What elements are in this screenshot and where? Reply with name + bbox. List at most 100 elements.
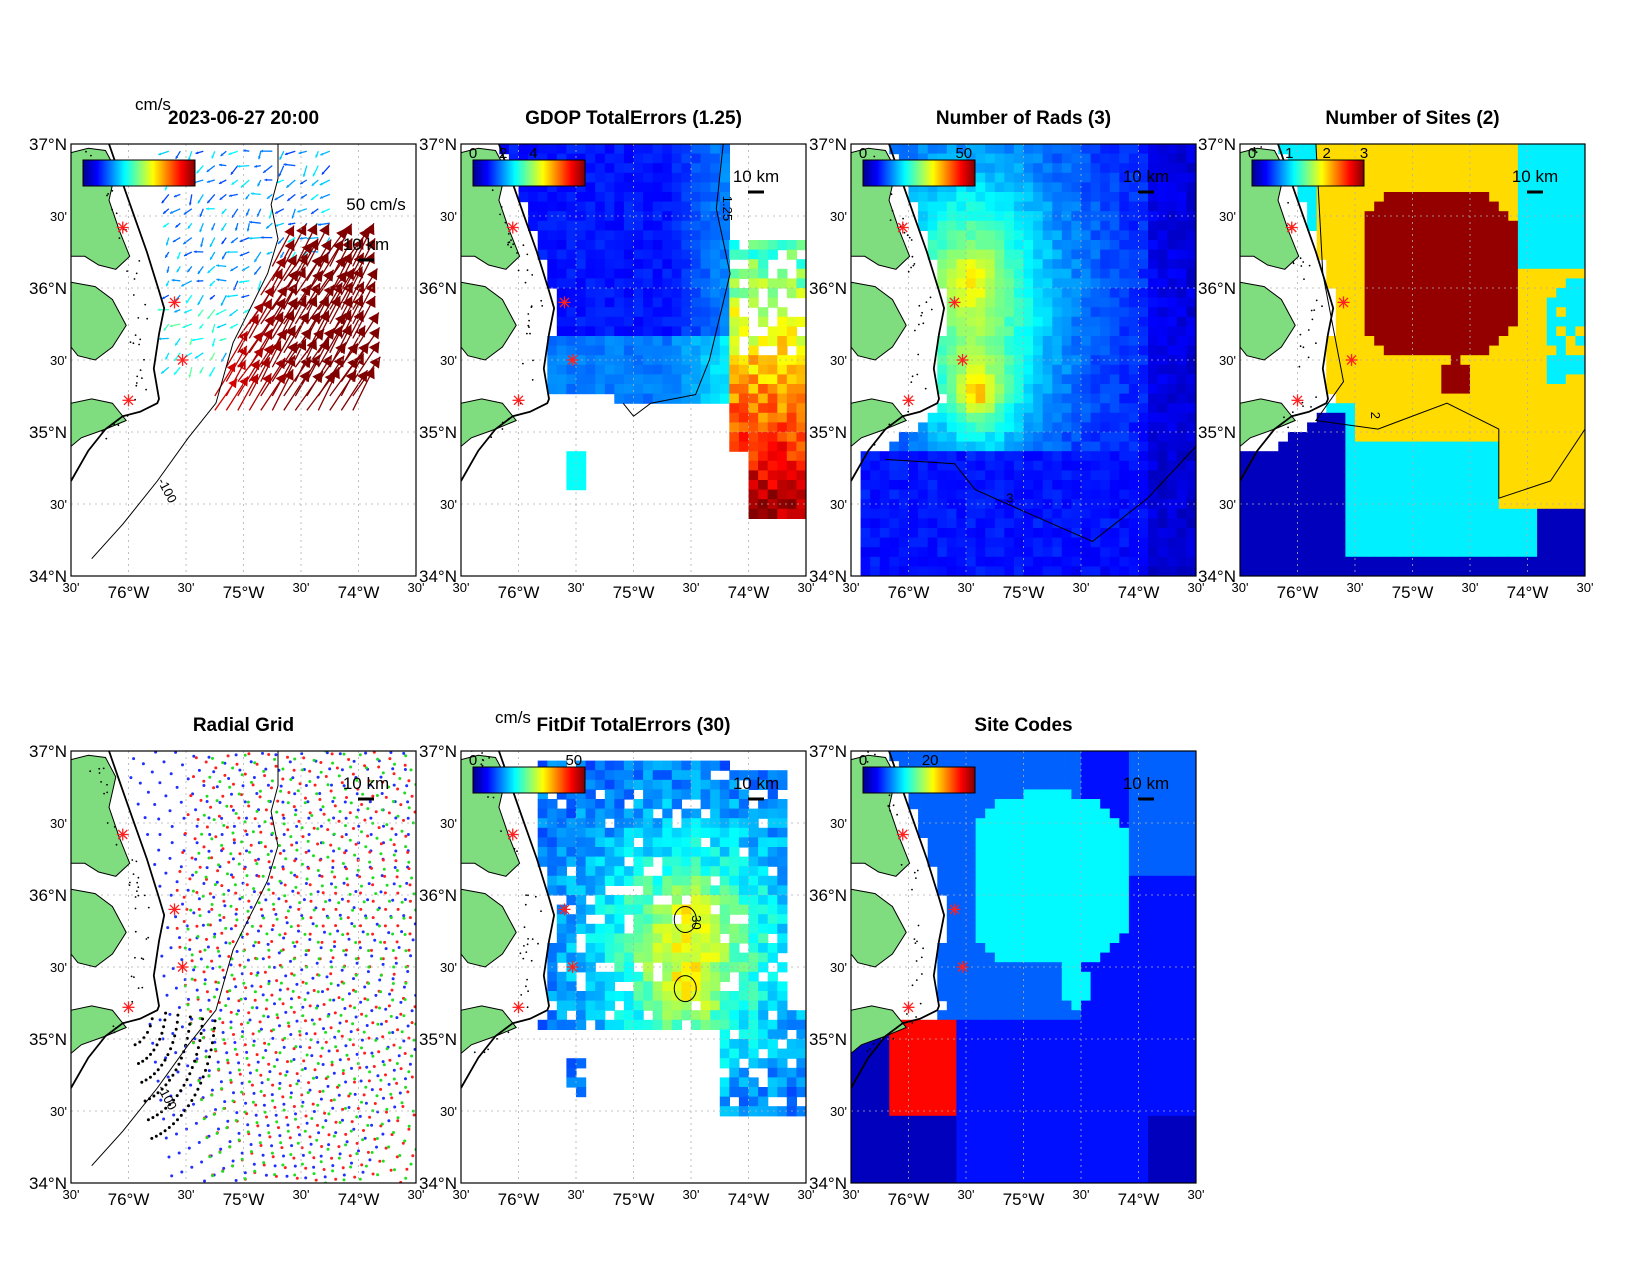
map-frame (850, 143, 1197, 577)
map-frame (850, 750, 1197, 1184)
scale-bar-label: 10 km (343, 774, 389, 793)
site-marker (122, 1001, 135, 1014)
lon-tick-label: 30' (683, 580, 700, 595)
lat-tick-label: 34°N (809, 1174, 847, 1193)
lat-tick-label: 36°N (29, 886, 67, 905)
lat-tick-label: 36°N (29, 279, 67, 298)
colorbar-unit: cm/s (135, 95, 171, 114)
site-marker (896, 221, 909, 234)
panel-title: FitDif TotalErrors (30) (537, 715, 731, 736)
lon-tick-label: 30' (958, 580, 975, 595)
lon-tick-label: 30' (798, 580, 815, 595)
lon-tick-label: 30' (293, 1187, 310, 1202)
scale-bar-label: 10 km (343, 235, 389, 254)
lon-tick-label: 30' (1073, 1187, 1090, 1202)
lon-tick-label: 75°W (1003, 1190, 1045, 1209)
colorbar-tick: 0 (1248, 145, 1256, 162)
lon-tick-label: 76°W (498, 1190, 540, 1209)
land-mass (461, 147, 521, 448)
coastline (71, 144, 166, 482)
land-mass (851, 147, 911, 448)
coastline (1240, 144, 1335, 482)
coastline (851, 144, 946, 482)
panel-title: 2023-06-27 20:00 (168, 108, 319, 129)
lon-tick-label: 75°W (223, 1190, 265, 1209)
lat-tick-label: 37°N (29, 742, 67, 761)
lat-tick-label: 30' (830, 816, 847, 831)
lat-tick-label: 30' (50, 353, 67, 368)
site-marker (1291, 394, 1304, 407)
site-marker (902, 1001, 915, 1014)
lon-tick-label: 30' (293, 580, 310, 595)
lat-tick-label: 37°N (419, 742, 457, 761)
lat-tick-label: 36°N (809, 279, 847, 298)
lat-tick-label: 37°N (809, 742, 847, 761)
lat-tick-label: 30' (830, 1104, 847, 1119)
lon-tick-label: 76°W (888, 1190, 930, 1209)
coastline (71, 751, 166, 1089)
land-mass (461, 754, 521, 1055)
scale-bar-label: 10 km (733, 774, 779, 793)
site-marker (512, 394, 525, 407)
lon-tick-label: 76°W (888, 583, 930, 602)
lat-tick-label: 35°N (29, 1030, 67, 1049)
lat-tick-label: 30' (440, 353, 457, 368)
lat-tick-label: 36°N (419, 279, 457, 298)
colorbar (82, 159, 196, 187)
lon-tick-label: 30' (683, 1187, 700, 1202)
map-content: 2 (1240, 144, 1585, 576)
map-frame (1239, 143, 1586, 577)
lat-tick-label: 37°N (1198, 135, 1236, 154)
colorbar-tick: 4 (529, 145, 537, 162)
lat-tick-label: 30' (50, 960, 67, 975)
lon-tick-label: 74°W (1118, 1190, 1160, 1209)
map-content: 30 (461, 751, 806, 1183)
colorbar-tick: 2 (1322, 145, 1330, 162)
colorbar-tick: 20 (922, 752, 939, 769)
lon-tick-label: 76°W (1277, 583, 1319, 602)
site-marker (956, 961, 969, 973)
lon-tick-label: 74°W (728, 583, 770, 602)
coastline (461, 751, 556, 1089)
lon-tick-label: 75°W (1003, 583, 1045, 602)
lon-tick-label: 30' (178, 580, 195, 595)
site-marker (902, 394, 915, 407)
panel-title: Number of Rads (3) (936, 108, 1111, 129)
lon-tick-label: 30' (63, 1187, 80, 1202)
colorbar (472, 159, 586, 187)
site-marker (176, 961, 189, 973)
map-content: -100 (71, 751, 416, 1183)
colorbar-tick: 50 (955, 145, 972, 162)
site-marker (566, 354, 579, 366)
lon-tick-label: 30' (568, 1187, 585, 1202)
lat-tick-label: 37°N (29, 135, 67, 154)
lon-tick-label: 30' (1232, 580, 1249, 595)
colorbar (862, 159, 976, 187)
lon-tick-label: 30' (843, 1187, 860, 1202)
lat-tick-label: 35°N (419, 1030, 457, 1049)
lat-tick-label: 35°N (809, 423, 847, 442)
lon-tick-label: 76°W (108, 583, 150, 602)
site-marker (1285, 221, 1298, 234)
lon-tick-label: 75°W (1392, 583, 1434, 602)
panel-number-of-rads: Number of Rads (3) 3 37°N 30' 36°N 30' 35°N 30'… (809, 108, 1204, 602)
lat-tick-label: 34°N (809, 567, 847, 586)
lon-tick-label: 30' (568, 580, 585, 595)
map-frame (70, 750, 417, 1184)
lon-tick-label: 30' (453, 1187, 470, 1202)
colorbar-unit: cm/s (495, 708, 531, 727)
lat-tick-label: 30' (50, 816, 67, 831)
lat-tick-label: 30' (50, 497, 67, 512)
colorbar-tick: 0 (859, 145, 867, 162)
lon-tick-label: 30' (63, 580, 80, 595)
site-marker (512, 1001, 525, 1014)
panel-title: Site Codes (974, 715, 1072, 736)
lon-tick-label: 30' (798, 1187, 815, 1202)
lon-tick-label: 74°W (1507, 583, 1549, 602)
colorbar-tick: 0 (469, 752, 477, 769)
svg-text:3: 3 (1006, 491, 1013, 506)
lon-tick-label: 30' (178, 1187, 195, 1202)
lat-tick-label: 35°N (809, 1030, 847, 1049)
